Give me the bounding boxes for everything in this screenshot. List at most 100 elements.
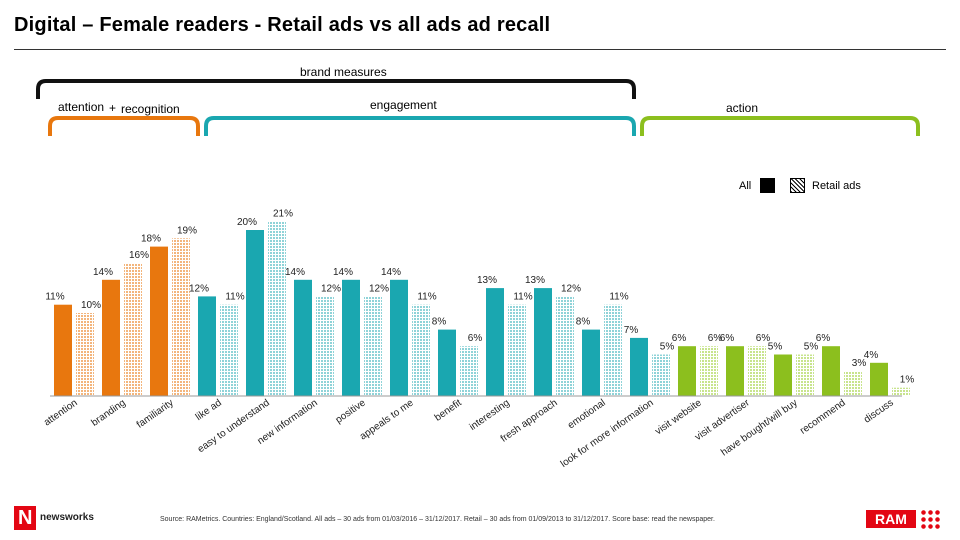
value-label-all-17: 4% [864, 350, 879, 361]
attention-bracket [48, 116, 200, 136]
value-label-retail-2: 19% [177, 225, 197, 236]
value-label-retail-11: 11% [609, 292, 628, 303]
bar-retail-3 [220, 304, 238, 396]
category-label-11: emotional [566, 397, 608, 431]
bar-retail-0 [76, 313, 94, 396]
category-label-3: like ad [194, 397, 224, 423]
category-label-9: interesting [468, 397, 512, 432]
value-label-all-0: 11% [45, 292, 64, 303]
bar-retail-7 [412, 304, 430, 396]
category-label-0: attention [42, 397, 80, 428]
newsworks-wordmark: newsworks [40, 512, 94, 523]
value-label-retail-15: 5% [804, 342, 819, 353]
bar-all-16 [822, 346, 840, 396]
value-label-all-11: 8% [576, 317, 591, 328]
category-label-8: benefit [433, 397, 464, 423]
value-label-all-15: 5% [768, 342, 783, 353]
bar-retail-5 [316, 296, 334, 396]
legend-all-swatch [760, 178, 775, 193]
engagement-label: engagement [370, 98, 437, 112]
bar-retail-8 [460, 346, 478, 396]
page-title: Digital – Female readers - Retail ads vs… [14, 14, 551, 36]
bar-retail-17 [892, 387, 910, 396]
ram-wordmark: RAM [866, 510, 916, 528]
ad-recall-bar-chart: 11% 10% 14% 16% 18% 19% 12% 11% 20% 21% 14% 12% 14% 1… [36, 79, 920, 470]
value-label-all-3: 12% [189, 283, 209, 294]
value-label-all-16: 6% [816, 333, 831, 344]
category-label-6: positive [334, 397, 368, 426]
legend-retail-label: Retail ads [812, 180, 861, 192]
bar-all-11 [582, 329, 600, 396]
bar-all-6 [342, 279, 360, 396]
value-label-retail-10: 12% [561, 283, 581, 294]
bar-all-17 [870, 362, 888, 396]
bar-retail-13 [700, 346, 718, 396]
recognition-label: recognition [121, 102, 180, 116]
value-label-all-12: 7% [624, 325, 639, 336]
bar-all-7 [390, 279, 408, 396]
value-label-all-14: 6% [720, 333, 735, 344]
category-label-7: appeals to me [358, 397, 416, 442]
value-label-retail-7: 11% [417, 292, 436, 303]
value-label-retail-17: 1% [900, 375, 915, 386]
bar-all-10 [534, 288, 552, 396]
value-label-all-5: 14% [285, 267, 305, 278]
value-label-retail-1: 16% [129, 250, 149, 261]
value-label-retail-4: 21% [273, 209, 293, 220]
bar-retail-9 [508, 304, 526, 396]
bar-all-2 [150, 246, 168, 396]
value-label-retail-12: 5% [660, 342, 675, 353]
bar-retail-11 [604, 304, 622, 396]
bar-all-1 [102, 279, 120, 396]
bar-all-15 [774, 354, 792, 396]
ram-logo: RAM [866, 507, 946, 529]
legend-all-label: All [739, 180, 752, 192]
value-label-all-10: 13% [525, 275, 545, 286]
bar-retail-1 [124, 263, 142, 396]
value-label-retail-5: 12% [321, 283, 341, 294]
category-label-1: branding [90, 397, 128, 428]
bar-retail-6 [364, 296, 382, 396]
bar-all-5 [294, 279, 312, 396]
bar-all-9 [486, 288, 504, 396]
value-label-retail-14: 6% [756, 333, 771, 344]
bar-retail-12 [652, 354, 670, 396]
bar-retail-2 [172, 238, 190, 396]
brand-measures-label: brand measures [300, 65, 387, 79]
bar-retail-4 [268, 221, 286, 396]
engagement-bracket [204, 116, 636, 136]
newsworks-logo: newsworks [14, 506, 134, 530]
bar-all-12 [630, 337, 648, 396]
value-label-retail-16: 3% [852, 358, 867, 369]
value-label-all-9: 13% [477, 275, 497, 286]
value-label-retail-3: 11% [225, 292, 244, 303]
category-label-2: familiarity [135, 397, 176, 430]
value-label-retail-13: 6% [708, 333, 723, 344]
value-label-retail-8: 6% [468, 333, 483, 344]
bar-all-3 [198, 296, 216, 396]
value-label-all-4: 20% [237, 217, 257, 228]
bar-retail-16 [844, 371, 862, 396]
value-label-retail-6: 12% [369, 283, 389, 294]
bar-all-13 [678, 346, 696, 396]
brand-measures-bracket [36, 79, 636, 99]
legend-retail-swatch [790, 178, 805, 193]
action-bracket [640, 116, 920, 136]
bar-all-14 [726, 346, 744, 396]
attention-label: attention [58, 100, 105, 114]
bar-all-8 [438, 329, 456, 396]
title-divider [14, 49, 946, 50]
value-label-all-7: 14% [381, 267, 401, 278]
value-label-all-13: 6% [672, 333, 687, 344]
bar-all-4 [246, 230, 264, 396]
bar-all-0 [54, 304, 72, 396]
source-note: Source: RAMetrics. Countries: England/Sc… [160, 516, 715, 523]
bar-retail-14 [748, 346, 766, 396]
category-label-16: recommend [798, 397, 848, 436]
value-label-all-6: 14% [333, 267, 353, 278]
category-label-12: look for more information [559, 397, 656, 469]
value-label-retail-0: 10% [81, 300, 101, 311]
value-label-all-1: 14% [93, 267, 113, 278]
bar-retail-15 [796, 354, 814, 396]
action-label: action [726, 101, 759, 115]
